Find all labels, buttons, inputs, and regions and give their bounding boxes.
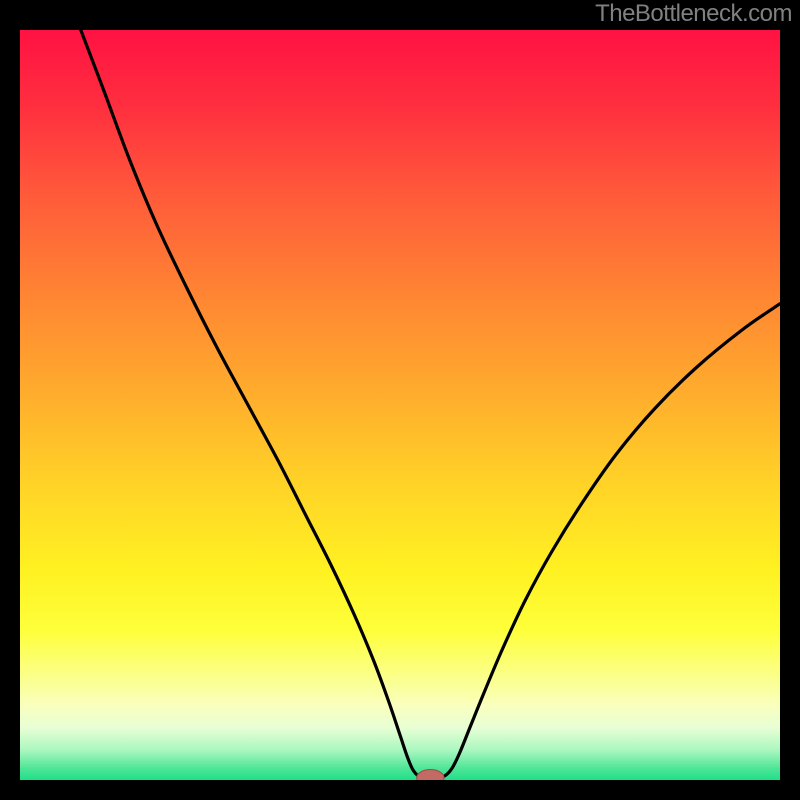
plot-area (20, 30, 780, 780)
bottleneck-chart (20, 30, 780, 780)
chart-frame: TheBottleneck.com (0, 0, 800, 800)
watermark-text: TheBottleneck.com (595, 0, 792, 28)
chart-background (20, 30, 780, 780)
